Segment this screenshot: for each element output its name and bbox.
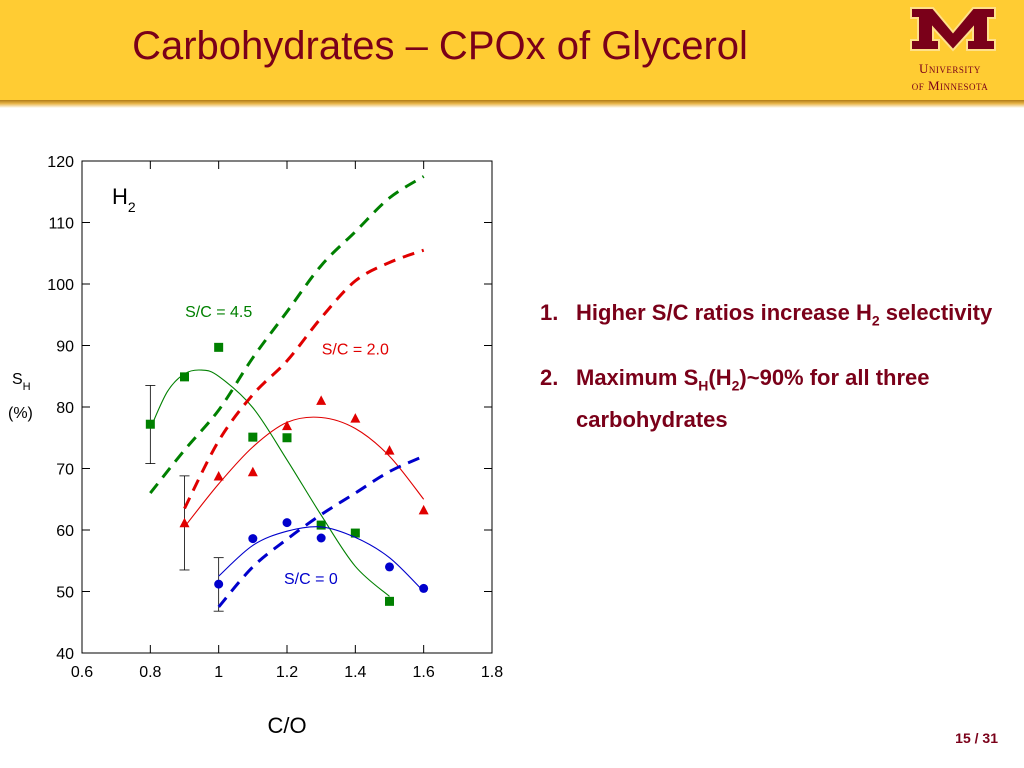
fit-curve xyxy=(149,369,390,597)
data-point xyxy=(248,432,258,442)
header-bar xyxy=(0,0,1024,100)
axes: 0.6 0.8 1 1.2 1.4 1.6 1.8 40 50 60 70 80 90 100 110 120 xyxy=(47,154,503,681)
page-total: 31 xyxy=(982,730,998,746)
data-point xyxy=(350,528,360,538)
bullet-list: 1. Higher S/C ratios increase H2 selecti… xyxy=(540,296,1000,461)
x-tick-label: 0.8 xyxy=(139,664,161,681)
bullet-1: 1. Higher S/C ratios increase H2 selecti… xyxy=(540,296,1000,337)
data-point xyxy=(385,596,394,606)
data-point xyxy=(282,420,292,431)
data-point xyxy=(213,470,224,481)
data-point xyxy=(247,466,258,477)
y-axis-unit: (%) xyxy=(8,405,33,422)
y-tick-label: 50 xyxy=(56,585,74,602)
bullet-subscript: H xyxy=(698,377,709,394)
model-curve xyxy=(149,175,425,495)
bullet-number: 1. xyxy=(540,300,559,325)
series-label: S/C = 0 xyxy=(284,571,338,588)
data-point xyxy=(180,372,189,382)
bullet-text: Maximum S xyxy=(576,365,699,391)
header-rule xyxy=(0,100,1024,108)
x-tick-label: 1.2 xyxy=(276,664,298,681)
logo-line-1: University xyxy=(919,61,981,76)
data-point xyxy=(316,520,326,530)
block-m-icon xyxy=(910,7,996,52)
data-point xyxy=(282,433,292,443)
x-tick-label: 1.4 xyxy=(344,664,366,681)
bullet-subscript: 2 xyxy=(871,312,880,329)
data-point xyxy=(282,518,292,528)
data-point xyxy=(419,583,429,593)
x-tick-label: 1 xyxy=(214,664,223,681)
data-point xyxy=(418,504,429,515)
model-curve xyxy=(183,248,425,510)
series-label: S/C = 2.0 xyxy=(322,342,389,359)
x-axis-label: C/O xyxy=(267,713,306,738)
bullet-text-cont: (H xyxy=(708,365,732,391)
data-point xyxy=(214,342,224,352)
bullet-subscript-2: 2 xyxy=(731,377,740,394)
x-tick-label: 1.6 xyxy=(413,664,435,681)
data-point xyxy=(384,445,395,455)
logo-line-2: of Minnesota xyxy=(911,78,989,93)
y-axis-label: SH xyxy=(12,371,31,393)
data-point xyxy=(248,534,258,544)
data-point xyxy=(214,579,224,589)
y-tick-label: 60 xyxy=(56,523,74,540)
data-point xyxy=(316,533,326,543)
y-tick-label: 80 xyxy=(56,400,74,417)
h2-selectivity-chart: 0.6 0.8 1 1.2 1.4 1.6 1.8 40 50 60 70 80 90 100 110 120… xyxy=(8,154,503,738)
bullet-number: 2. xyxy=(540,365,559,391)
fit-curve xyxy=(184,416,425,528)
bullet-text-cont: selectivity xyxy=(879,300,993,325)
data-point xyxy=(350,413,361,423)
y-tick-label: 110 xyxy=(48,216,74,233)
y-tick-label: 100 xyxy=(47,277,74,294)
x-tick-label: 1.8 xyxy=(481,664,503,681)
fit-curve xyxy=(218,526,425,592)
page-current: 15 xyxy=(955,730,971,746)
y-tick-label: 70 xyxy=(56,462,74,479)
y-tick-label: 120 xyxy=(47,154,74,171)
data-point xyxy=(179,517,190,528)
page-sep: / xyxy=(970,730,983,746)
x-tick-label: 0.6 xyxy=(71,664,93,681)
series-layer: S/C = 4.5 S/C = 2.0 S/C = 0 xyxy=(145,175,429,612)
data-point xyxy=(385,562,394,572)
y-tick-label: 40 xyxy=(56,646,74,663)
bullet-2: 2. Maximum SH(H2)~90% for all three carb… xyxy=(540,361,1000,436)
page-number: 15 / 31 xyxy=(955,730,998,746)
bullet-text: Higher S/C ratios increase H xyxy=(576,300,872,325)
annotation-h2: H2 xyxy=(112,184,136,215)
bullet-text-end: )~90% for all three carbohydrates xyxy=(576,365,930,432)
series-label: S/C = 4.5 xyxy=(185,304,252,321)
data-point xyxy=(145,419,155,429)
university-logo-text: University of Minnesota xyxy=(882,60,1018,94)
y-tick-label: 90 xyxy=(56,339,74,356)
data-point xyxy=(316,395,327,405)
slide-title: Carbohydrates – CPOx of Glycerol xyxy=(132,24,748,68)
